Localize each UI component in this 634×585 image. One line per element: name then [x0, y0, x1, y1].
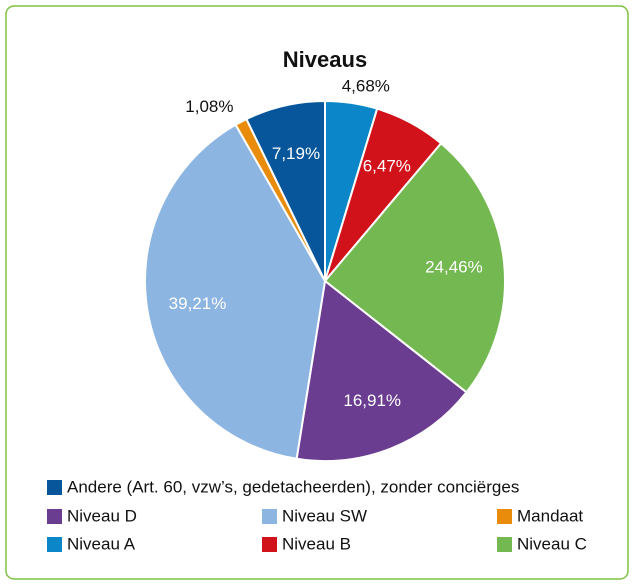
value-label: 6,47% [363, 157, 411, 176]
legend-swatch [47, 509, 62, 524]
chart-title: Niveaus [283, 47, 367, 72]
legend-label: Niveau D [67, 506, 137, 525]
value-label: 24,46% [425, 257, 483, 276]
value-label: 16,91% [343, 391, 401, 410]
pie-slice [144, 123, 327, 460]
value-label: 7,19% [272, 144, 320, 163]
legend-swatch [262, 509, 277, 524]
legend-label: Niveau SW [282, 506, 367, 525]
pie-slice [245, 99, 326, 282]
legend-swatch [47, 537, 62, 552]
legend-swatch [497, 537, 512, 552]
legend-label: Mandaat [517, 506, 583, 525]
value-label: 39,21% [169, 294, 227, 313]
legend-swatch [47, 480, 62, 495]
value-label: 1,08% [185, 97, 233, 116]
pie-slice [323, 141, 506, 394]
legend-swatch [497, 509, 512, 524]
value-label: 4,68% [342, 77, 390, 96]
legend-label: Andere (Art. 60, vzw’s, gedetacheerden),… [67, 477, 519, 496]
pie-slice [295, 279, 468, 462]
legend-label: Niveau A [67, 534, 136, 553]
legend-swatch [262, 537, 277, 552]
legend-label: Niveau B [282, 534, 351, 553]
legend-label: Niveau C [517, 534, 587, 553]
